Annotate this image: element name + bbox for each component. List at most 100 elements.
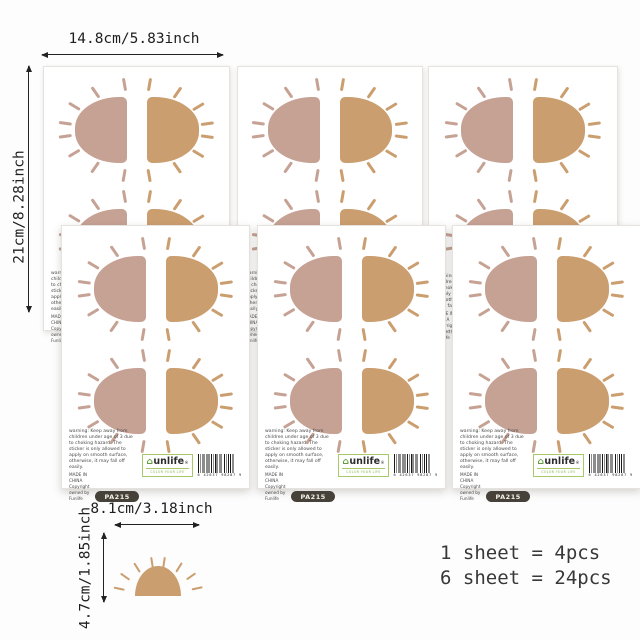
warning-block: warning: Keep away from children under a… <box>460 429 530 503</box>
sun-ray <box>476 86 487 99</box>
made-in-china-text: MADE IN CHINA <box>51 313 69 325</box>
sun-ray <box>305 245 315 258</box>
label-strip: warning: Keep away from children under a… <box>265 429 438 503</box>
sun-ray <box>478 420 492 430</box>
sun-ray <box>201 121 215 126</box>
house-icon: ⌂ <box>537 456 544 467</box>
sun-ray <box>109 245 119 258</box>
sun-ray <box>262 149 275 159</box>
sun-motif <box>468 349 625 453</box>
sun-ray <box>394 121 408 126</box>
sun-ray <box>165 327 171 341</box>
sun-ray <box>68 101 82 111</box>
sun-ray <box>146 190 152 204</box>
sun-ray <box>476 198 487 211</box>
copyright-text: Copyright owned by Funlife <box>265 483 286 502</box>
sun-ray <box>468 405 482 410</box>
sun-left-half <box>74 97 127 163</box>
sun-ray <box>87 260 101 270</box>
sticker-width-label: 8.1cm/3.18inch <box>90 501 213 517</box>
sun-ray <box>611 280 625 285</box>
sun-left-half <box>289 368 342 434</box>
sun-ray <box>162 556 167 569</box>
sun-ray <box>191 357 202 370</box>
sun-ray <box>387 245 398 258</box>
sun-ray <box>315 78 320 92</box>
sun-ray <box>77 280 91 285</box>
sun-ray <box>385 101 398 111</box>
sun-ray <box>559 198 570 211</box>
brand-logo: ⌂ unlife ® COLOR YOUR LIFE <box>142 454 193 477</box>
sun-ray <box>587 121 601 126</box>
sun-ray <box>273 392 287 397</box>
sun-motif <box>77 237 234 341</box>
house-icon: ⌂ <box>342 456 349 467</box>
sun-ray <box>601 260 615 270</box>
sun-ray <box>315 168 320 182</box>
sun-right-half <box>361 368 414 434</box>
sheet-height-label: 21cm/8.28inch <box>11 150 28 264</box>
house-icon: ⌂ <box>146 456 153 467</box>
sun-ray <box>68 213 82 223</box>
sun-ray <box>172 86 183 99</box>
sun-ray <box>601 372 615 382</box>
sun-ray <box>140 349 146 363</box>
quantity-note-line1: 1 sheet = 4pcs <box>440 542 601 564</box>
sun-ray <box>58 134 72 139</box>
sun-ray <box>87 420 101 430</box>
sun-ray <box>455 101 468 111</box>
sun-ray <box>416 405 430 410</box>
quantity-note-line2: 6 sheet = 24pcs <box>440 567 612 589</box>
sun-ray <box>210 372 224 382</box>
registered-mark: ® <box>380 459 385 465</box>
sticker-sheet: warning: Keep away from children under a… <box>452 225 640 503</box>
sun-right-half <box>340 97 392 163</box>
sun-ray <box>252 121 266 126</box>
sticker-sheet: warning: Keep away from children under a… <box>257 225 446 503</box>
copyright-text: Copyright owned by Funlife <box>69 483 90 502</box>
sun-ray <box>500 320 510 333</box>
sun-ray <box>340 190 345 204</box>
sun-ray <box>500 245 510 258</box>
sun-ray <box>406 260 420 270</box>
sun-ray <box>283 308 297 318</box>
sun-ray <box>361 237 367 251</box>
sun-ray <box>262 101 275 111</box>
sun-motif <box>77 349 234 453</box>
sun-ray <box>191 101 205 111</box>
sun-ray <box>361 327 367 341</box>
sun-right-half <box>533 97 585 163</box>
sun-ray <box>361 349 367 363</box>
sun-left-half <box>484 368 537 434</box>
sun-ray <box>531 349 537 363</box>
sun-ray <box>220 293 234 298</box>
sun-ray <box>210 420 224 430</box>
sun-ray <box>283 161 294 174</box>
sun-ray <box>58 121 72 126</box>
warning-text: warning: Keep away from children under a… <box>265 428 329 470</box>
sun-ray <box>468 293 482 298</box>
sun-motif <box>445 78 601 182</box>
warning-text: warning: Keep away from children under a… <box>69 428 133 470</box>
sun-left-half <box>461 97 513 163</box>
sun-ray <box>87 372 101 382</box>
sun-ray <box>578 149 591 159</box>
sun-ray <box>273 280 287 285</box>
sun-ray <box>366 86 377 99</box>
sun-ray <box>582 320 593 333</box>
single-sticker-figure <box>103 526 213 596</box>
sheet-width-arrow <box>42 54 223 56</box>
sun-ray <box>132 561 141 573</box>
sun-ray <box>220 280 234 285</box>
sun-ray <box>283 260 297 270</box>
sheet-height-arrow <box>28 66 30 312</box>
sun-ray <box>220 392 234 397</box>
sun-ray <box>262 213 275 223</box>
sun-left-half <box>93 256 146 322</box>
barcode: 6 42637 98287 9 <box>197 453 242 477</box>
sun-ray <box>416 392 430 397</box>
brand-tagline: COLOR YOUR LIFE <box>537 467 580 474</box>
sun-ray <box>77 392 91 397</box>
sun-ray <box>165 237 171 251</box>
